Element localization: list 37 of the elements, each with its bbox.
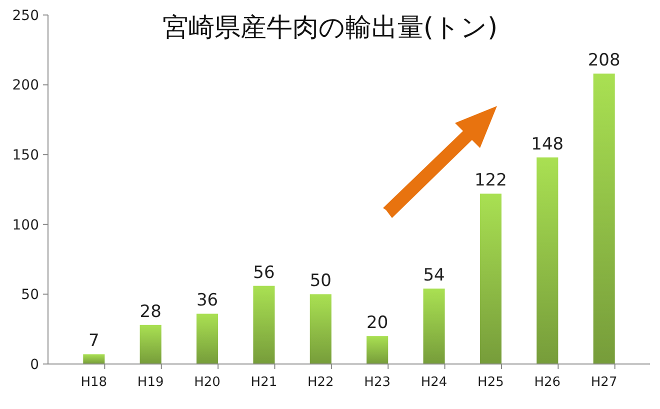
x-tick-label: H25 [478, 375, 504, 390]
data-label: 122 [474, 170, 507, 191]
data-label: 148 [531, 134, 564, 154]
bar [253, 286, 275, 364]
bar [83, 354, 105, 364]
y-tick-label: 100 [12, 217, 39, 234]
x-tick-label: H21 [250, 375, 278, 390]
y-tick-label: 250 [12, 8, 39, 24]
bar [423, 288, 445, 364]
y-tick-label: 50 [21, 287, 39, 304]
data-label: 50 [310, 271, 332, 292]
x-tick-label: H27 [590, 375, 618, 390]
data-label: 20 [366, 313, 388, 334]
bar [196, 314, 218, 364]
x-tick-label: H20 [194, 375, 220, 390]
x-tick-label: H26 [534, 375, 561, 390]
data-label: 208 [588, 50, 620, 71]
data-label: 56 [253, 262, 275, 283]
y-tick-label: 200 [12, 78, 39, 94]
y-tick-label: 150 [12, 148, 39, 164]
x-tick-label: H23 [364, 375, 391, 390]
bar [140, 324, 162, 364]
data-label: 54 [423, 266, 445, 286]
x-tick-label: H22 [307, 375, 334, 390]
bar [310, 294, 332, 364]
x-tick-label: H19 [137, 375, 164, 390]
x-tick-label: H18 [80, 375, 108, 390]
bar [366, 336, 388, 364]
x-tick-label: H24 [420, 375, 448, 390]
y-tick-label: 0 [30, 356, 39, 373]
data-label: 36 [196, 290, 218, 311]
data-label: 28 [140, 302, 162, 322]
bar [593, 74, 615, 364]
chart-title: 宮崎県産牛肉の輸出量(トン) [162, 13, 498, 43]
data-label: 7 [88, 331, 100, 352]
bar [536, 157, 558, 364]
bar [480, 194, 502, 364]
